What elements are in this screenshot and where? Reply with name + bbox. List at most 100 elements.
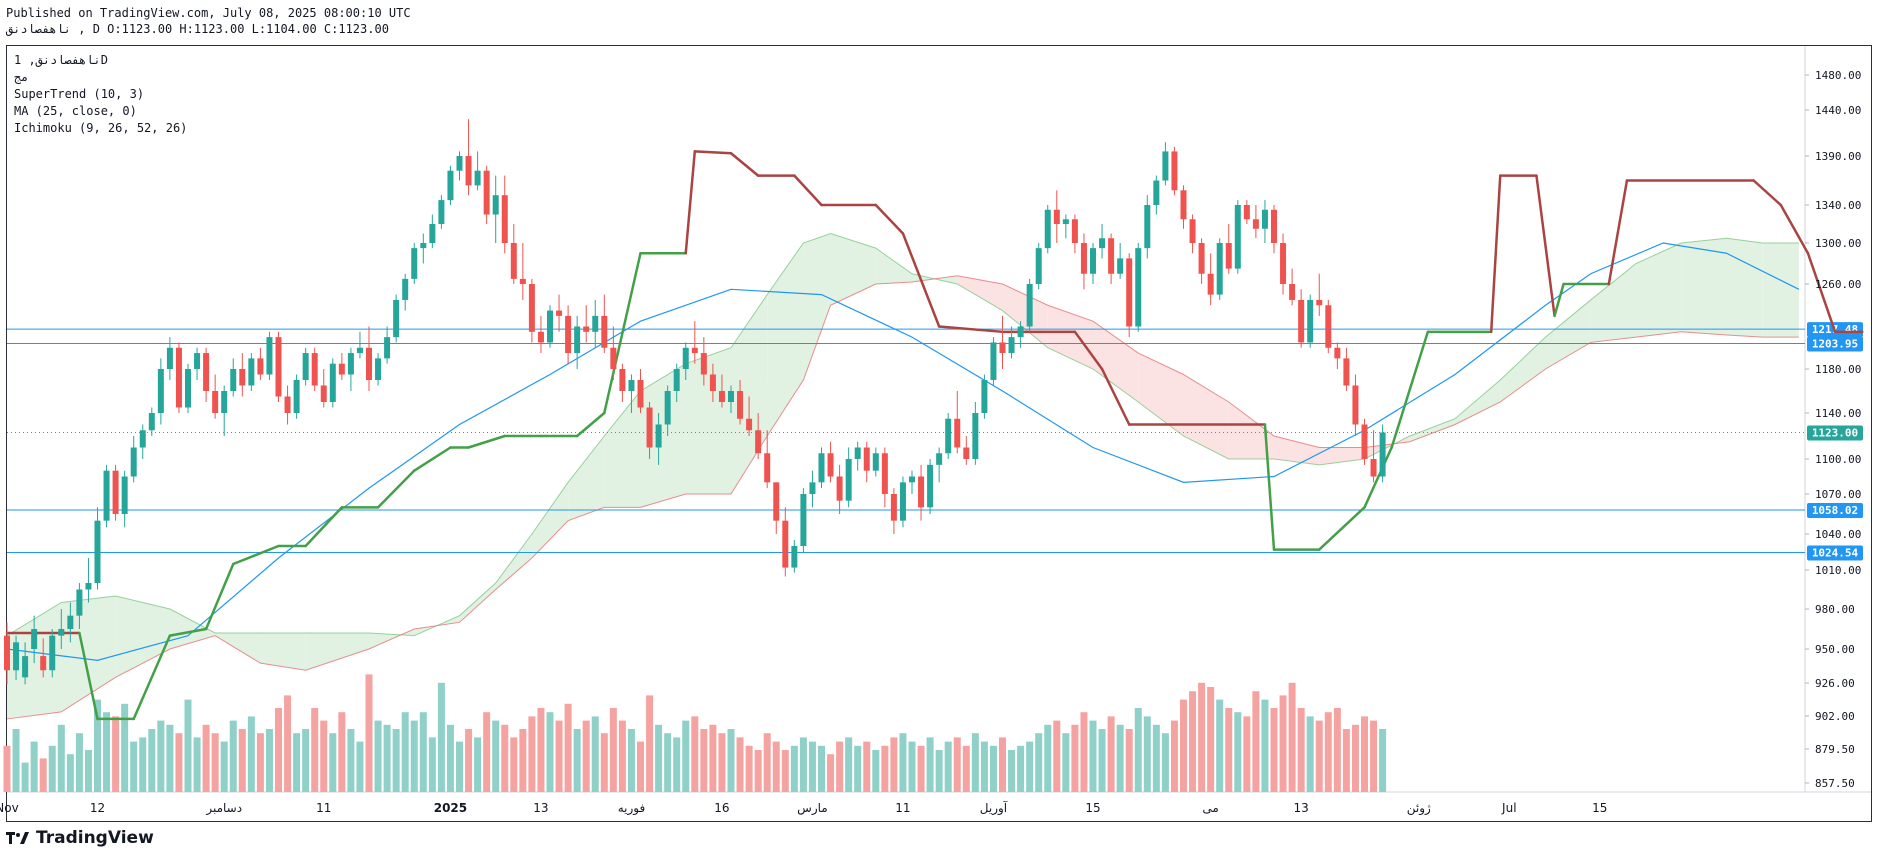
candle-body[interactable] — [664, 391, 671, 425]
candle-body[interactable] — [854, 447, 861, 460]
candle-body[interactable] — [1261, 209, 1268, 229]
candle-body[interactable] — [257, 358, 264, 375]
candle-body[interactable] — [592, 315, 599, 332]
candle-body[interactable] — [990, 342, 997, 380]
candle-body[interactable] — [438, 200, 445, 224]
candle-body[interactable] — [863, 447, 870, 471]
candle-body[interactable] — [1243, 205, 1250, 220]
candle-body[interactable] — [619, 369, 626, 391]
candle-body[interactable] — [148, 413, 155, 431]
candle-body[interactable] — [818, 453, 825, 483]
candle-body[interactable] — [682, 347, 689, 369]
candle-body[interactable] — [157, 369, 164, 413]
candle-body[interactable] — [221, 391, 228, 413]
candle-body[interactable] — [1008, 337, 1015, 354]
candle-body[interactable] — [700, 353, 707, 375]
candle-body[interactable] — [628, 380, 635, 391]
candle-body[interactable] — [800, 494, 807, 546]
candle-body[interactable] — [1207, 273, 1214, 295]
candle-body[interactable] — [1325, 305, 1332, 348]
candle-body[interactable] — [899, 482, 906, 521]
candle-body[interactable] — [302, 353, 309, 380]
candle-body[interactable] — [175, 347, 182, 408]
candle-body[interactable] — [1044, 209, 1051, 249]
candle-body[interactable] — [547, 310, 553, 343]
candle-body[interactable] — [1334, 347, 1341, 359]
candle-body[interactable] — [85, 583, 92, 590]
candle-body[interactable] — [1352, 385, 1359, 425]
candle-body[interactable] — [764, 453, 771, 483]
candle-body[interactable] — [130, 447, 137, 477]
candle-body[interactable] — [1271, 209, 1277, 243]
candle-body[interactable] — [203, 353, 210, 391]
candle-body[interactable] — [981, 380, 988, 413]
tradingview-logo[interactable]: TradingView — [6, 828, 154, 848]
legend-ma[interactable]: MA (25, close, 0) — [14, 104, 137, 118]
candle-body[interactable] — [954, 418, 961, 448]
candle-body[interactable] — [230, 369, 237, 391]
candle-body[interactable] — [1216, 243, 1223, 295]
candle-body[interactable] — [718, 391, 725, 402]
candle-body[interactable] — [465, 156, 472, 186]
candle-body[interactable] — [492, 195, 499, 215]
candle-body[interactable] — [1234, 205, 1241, 269]
candle-body[interactable] — [691, 347, 698, 354]
candle-body[interactable] — [556, 310, 563, 316]
candle-body[interactable] — [574, 326, 581, 354]
candle-body[interactable] — [239, 369, 246, 386]
candle-body[interactable] — [366, 347, 372, 380]
candle-body[interactable] — [420, 243, 427, 249]
legend-supertrend[interactable]: SuperTrend (10, 3) — [14, 87, 145, 101]
candle-body[interactable] — [872, 453, 879, 471]
candle-body[interactable] — [1289, 284, 1296, 300]
candle-body[interactable] — [22, 656, 29, 678]
candle-body[interactable] — [1298, 299, 1305, 343]
candle-body[interactable] — [293, 380, 300, 413]
candle-body[interactable] — [737, 391, 744, 419]
candle-body[interactable] — [963, 447, 970, 460]
candle-body[interactable] — [212, 391, 219, 413]
candle-body[interactable] — [601, 315, 608, 348]
candle-body[interactable] — [1071, 219, 1078, 243]
candle-body[interactable] — [519, 278, 526, 284]
candle-body[interactable] — [139, 430, 146, 448]
candle-body[interactable] — [999, 342, 1006, 354]
candle-body[interactable] — [103, 470, 110, 521]
candle-body[interactable] — [284, 396, 291, 414]
candle-body[interactable] — [40, 656, 47, 671]
candle-body[interactable] — [1108, 238, 1115, 274]
candle-body[interactable] — [1026, 284, 1033, 327]
candle-body[interactable] — [266, 337, 273, 375]
candle-body[interactable] — [1080, 243, 1087, 274]
candle-body[interactable] — [673, 369, 680, 391]
candle-body[interactable] — [782, 520, 789, 568]
candle-body[interactable] — [1062, 219, 1069, 224]
candle-body[interactable] — [121, 476, 128, 515]
candle-body[interactable] — [447, 170, 454, 201]
candle-body[interactable] — [1153, 180, 1160, 206]
candle-body[interactable] — [31, 629, 38, 649]
candle-body[interactable] — [1017, 326, 1024, 338]
candle-body[interactable] — [1171, 151, 1178, 191]
candle-body[interactable] — [583, 326, 590, 332]
candle-body[interactable] — [890, 494, 897, 521]
candle-body[interactable] — [185, 369, 191, 408]
candle-body[interactable] — [881, 453, 888, 494]
candle-body[interactable] — [1099, 238, 1106, 249]
candle-body[interactable] — [1117, 258, 1124, 274]
candle-body[interactable] — [112, 470, 119, 514]
candle-body[interactable] — [655, 424, 662, 448]
candle-body[interactable] — [1180, 190, 1187, 220]
candle-body[interactable] — [773, 482, 780, 521]
candle-body[interactable] — [49, 635, 56, 671]
candle-body[interactable] — [1035, 248, 1042, 284]
candle-body[interactable] — [1361, 424, 1368, 460]
candle-body[interactable] — [827, 453, 834, 477]
candle-body[interactable] — [1225, 243, 1232, 269]
candle-body[interactable] — [58, 629, 65, 636]
candle-body[interactable] — [909, 476, 915, 483]
candle-body[interactable] — [13, 642, 20, 671]
candle-body[interactable] — [311, 353, 318, 386]
candle-body[interactable] — [972, 413, 979, 459]
candle-body[interactable] — [375, 358, 382, 380]
